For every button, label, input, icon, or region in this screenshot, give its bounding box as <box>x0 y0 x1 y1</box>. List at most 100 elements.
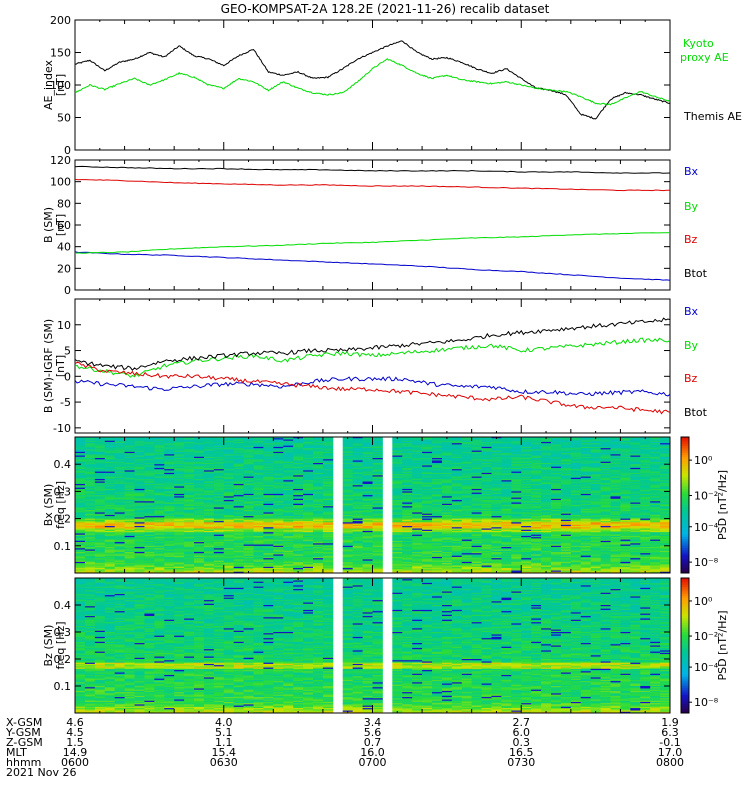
spectrogram-cell <box>104 437 116 439</box>
spectrogram-cell <box>610 485 621 487</box>
spectrogram-cell <box>521 467 532 470</box>
spectrogram-cell <box>531 496 542 498</box>
spectrogram-cell <box>174 462 185 465</box>
spectrogram-cell <box>441 491 453 494</box>
spectrogram-cell <box>184 458 195 460</box>
spectrogram-cell <box>531 485 542 487</box>
spectrogram-cell <box>342 466 354 469</box>
spectrogram-cell <box>293 479 304 481</box>
spectrogram-cell <box>481 474 492 476</box>
spectrogram-cell <box>521 458 532 460</box>
spectrogram-cell <box>194 485 205 487</box>
spectrogram-cell <box>471 502 482 505</box>
spectrogram-cell <box>104 450 116 453</box>
spectrogram-cell <box>233 490 244 492</box>
spectrogram-cell <box>84 495 96 497</box>
spectrogram-cell <box>174 451 185 454</box>
spectrogram-cell <box>362 479 373 481</box>
spectrogram-cell <box>124 451 135 454</box>
spectrogram-cell <box>213 445 225 448</box>
spectrogram-cell <box>134 449 145 451</box>
spectrogram-cell <box>233 476 244 479</box>
spectrogram-cell <box>402 461 413 464</box>
spectrogram-cell <box>372 502 383 505</box>
spectrogram-cell <box>114 465 125 468</box>
spectrogram-cell <box>104 456 116 459</box>
spectrogram-cell <box>560 461 572 464</box>
spectrogram-cell <box>660 488 671 491</box>
spectrogram-cell <box>580 471 592 474</box>
spectrogram-cell <box>570 487 582 490</box>
spectrogram-cell <box>580 456 592 459</box>
spectrogram-cell <box>273 441 284 444</box>
spectrogram-cell <box>114 472 125 475</box>
spectrogram-cell <box>342 449 354 451</box>
spectrogram-cell <box>600 441 611 444</box>
spectrogram-cell <box>461 491 473 494</box>
spectrogram-cell <box>184 502 195 505</box>
spectrogram-cell <box>402 500 413 502</box>
spectrogram-cell <box>154 487 165 490</box>
spectrogram-cell <box>75 458 86 460</box>
spectrogram-cell <box>352 471 363 474</box>
spectrogram-cell <box>134 465 145 468</box>
spectrogram-cell <box>213 451 225 454</box>
spectrogram-cell <box>84 443 96 445</box>
spectrogram-cell <box>521 483 532 486</box>
spectrogram-cell <box>570 501 582 503</box>
spectrogram-cell <box>194 474 205 476</box>
spectrogram-cell <box>491 462 502 465</box>
spectrogram-cell <box>471 459 482 461</box>
spectrogram-cell <box>600 465 611 468</box>
spectrogram-cell <box>471 443 482 445</box>
spectrogram-cell <box>263 481 274 484</box>
spectrogram-cell <box>610 466 621 469</box>
spectrogram-cell <box>422 450 433 453</box>
spectrogram-cell <box>441 471 453 474</box>
spectrogram-cell <box>213 438 225 440</box>
spectrogram-cell <box>422 456 433 459</box>
spectrogram-cell <box>283 448 294 450</box>
spectrogram-cell <box>243 446 254 449</box>
spectrogram-cell <box>451 475 463 477</box>
spectrogram-cell <box>481 483 492 486</box>
spectrogram-cell <box>650 500 661 502</box>
axis-frame <box>74 19 671 151</box>
spectrogram-cell <box>263 491 274 494</box>
spectrogram-cell <box>144 448 155 450</box>
spectrogram-cell <box>590 486 601 489</box>
spectrogram-cell <box>451 481 463 484</box>
spectrogram-cell <box>650 439 661 442</box>
spectrogram-cell <box>114 453 125 455</box>
spectrogram-cell <box>402 454 413 456</box>
spectrogram-cell <box>174 467 185 470</box>
spectrogram-cell <box>461 485 473 487</box>
spectrogram-cell <box>560 474 572 476</box>
spectrogram-cell <box>570 456 582 459</box>
spectrogram-cell <box>580 459 592 461</box>
spectrogram-cell <box>441 464 453 466</box>
spectrogram-cell <box>491 467 502 470</box>
spectrogram-cell <box>322 462 334 465</box>
spectrogram-cell <box>560 475 572 477</box>
spectrogram-cell <box>620 485 631 487</box>
spectrogram-cell <box>432 492 443 495</box>
spectrogram-cell <box>164 454 175 456</box>
spectrogram-cell <box>223 475 235 477</box>
spectrogram-cell <box>75 440 86 443</box>
spectrogram-cell <box>313 467 324 470</box>
spectrogram-cell <box>104 448 116 450</box>
spectrogram-cell <box>481 498 492 501</box>
spectrogram-cell <box>273 493 284 496</box>
spectrogram-cell <box>650 486 661 489</box>
spectrogram-cell <box>630 456 641 459</box>
spectrogram-cell <box>213 483 225 486</box>
spectrogram-cell <box>94 467 106 470</box>
spectrogram-cell <box>600 467 611 470</box>
spectrogram-cell <box>432 451 443 454</box>
spectrogram-cell <box>471 488 482 491</box>
spectrogram-cell <box>372 476 383 479</box>
spectrogram-cell <box>362 488 373 491</box>
spectrogram-cell <box>342 459 354 461</box>
spectrogram-cell <box>144 493 155 496</box>
